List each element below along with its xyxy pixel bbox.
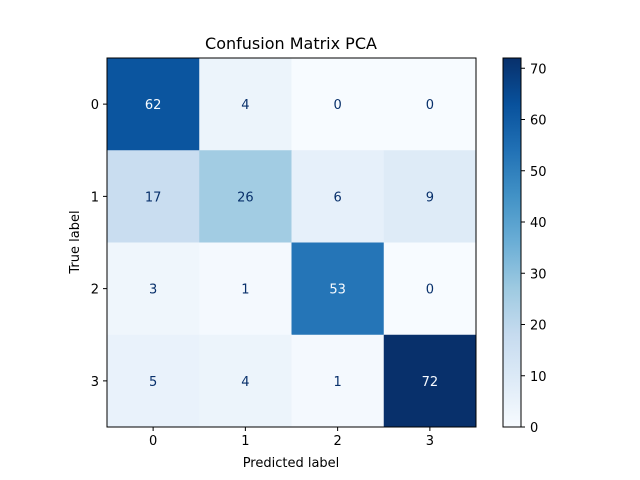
cell-value-label: 0 bbox=[426, 98, 434, 113]
cell-value-label: 17 bbox=[145, 190, 162, 205]
colorbar-tick-label: 50 bbox=[530, 165, 547, 180]
y-tick-label: 2 bbox=[91, 283, 99, 298]
cell-value-label: 4 bbox=[241, 375, 249, 390]
cell-value-label: 0 bbox=[333, 98, 341, 113]
heatmap-cell bbox=[383, 150, 477, 243]
colorbar-tick-label: 30 bbox=[530, 267, 547, 282]
x-tick-label: 0 bbox=[149, 434, 157, 449]
colorbar-tick-label: 60 bbox=[530, 114, 547, 129]
heatmap-cell bbox=[383, 58, 477, 151]
x-tick-label: 2 bbox=[333, 434, 341, 449]
cell-value-label: 72 bbox=[422, 375, 439, 390]
cell-value-label: 6 bbox=[333, 190, 341, 205]
heatmap-cell bbox=[291, 242, 385, 336]
heatmap-cell bbox=[199, 334, 292, 428]
cell-value-label: 53 bbox=[329, 283, 346, 298]
colorbar-tick-label: 40 bbox=[530, 216, 547, 231]
x-tick-label: 1 bbox=[241, 434, 249, 449]
cell-value-label: 4 bbox=[241, 98, 249, 113]
colorbar-tick-label: 20 bbox=[530, 319, 547, 334]
x-axis-ticks: 0 1 2 3 bbox=[149, 427, 434, 449]
x-axis-label: Predicted label bbox=[243, 456, 340, 471]
y-tick-label: 0 bbox=[91, 98, 99, 113]
y-tick-label: 3 bbox=[91, 375, 99, 390]
y-axis-ticks: 0 1 2 3 bbox=[91, 98, 107, 390]
chart-title: Confusion Matrix PCA bbox=[205, 34, 377, 53]
heatmap-cell bbox=[291, 58, 385, 151]
cell-value-label: 26 bbox=[237, 190, 254, 205]
heatmap-cell bbox=[199, 58, 292, 151]
cell-value-label: 9 bbox=[426, 190, 434, 205]
colorbar-tick-label: 10 bbox=[530, 370, 547, 385]
cell-value-label: 3 bbox=[149, 283, 157, 298]
colorbar bbox=[502, 57, 522, 428]
colorbar-ticks: 0 10 20 30 40 50 60 70 bbox=[521, 62, 547, 436]
heatmap-cell bbox=[383, 334, 477, 428]
cell-value-label: 0 bbox=[426, 283, 434, 298]
cell-value-label: 62 bbox=[145, 98, 162, 113]
heatmap-cell bbox=[291, 334, 385, 428]
cell-value-label: 1 bbox=[333, 375, 341, 390]
y-tick-label: 1 bbox=[91, 190, 99, 205]
heatmap-cell bbox=[383, 242, 477, 336]
cell-value-label: 1 bbox=[241, 283, 249, 298]
plot-frame bbox=[106, 57, 477, 428]
colorbar-tick-label: 70 bbox=[530, 62, 547, 77]
heatmap-cell bbox=[199, 242, 292, 336]
heatmap-cell bbox=[107, 58, 200, 151]
heatmap-cell bbox=[107, 334, 200, 428]
heatmap-cell bbox=[107, 150, 200, 243]
heatmap-cell bbox=[199, 150, 292, 243]
y-axis-label: True label bbox=[68, 210, 83, 274]
x-tick-label: 3 bbox=[426, 434, 434, 449]
colorbar-tick-label: 0 bbox=[530, 421, 538, 436]
heatmap-cells: 62 4 0 017 26 6 93 1 53 05 4 1 72 bbox=[107, 58, 477, 428]
cell-value-label: 5 bbox=[149, 375, 157, 390]
heatmap-cell bbox=[291, 150, 385, 243]
heatmap-cell bbox=[107, 242, 200, 336]
